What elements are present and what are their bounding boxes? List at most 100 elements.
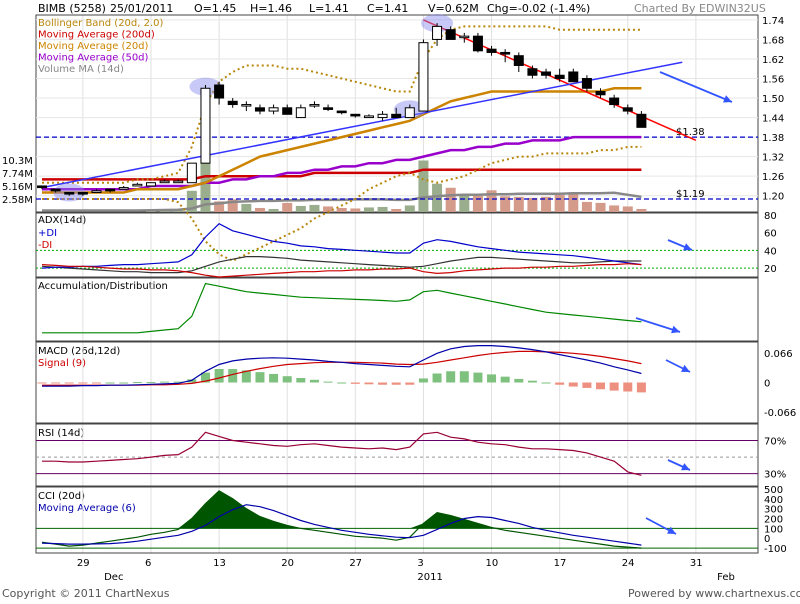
macd-histogram-bar (337, 382, 347, 384)
macd-histogram-bar (432, 373, 442, 383)
macd-histogram-bar (255, 372, 265, 383)
macd-histogram-bar (527, 380, 537, 383)
adx-tick-label: 40 (764, 246, 777, 257)
macd-histogram-bar (459, 371, 469, 383)
macd-histogram-bar (228, 369, 238, 383)
candle-down (445, 29, 456, 40)
macd-tick-label: -0.066 (764, 408, 796, 419)
volume-bar (377, 206, 388, 212)
macd-histogram-bar (309, 379, 319, 383)
price-tick-label: 1.50 (762, 94, 784, 105)
candle-up (132, 183, 143, 187)
volume-bar (472, 195, 483, 212)
volume-bar (241, 203, 252, 212)
header-low: L=1.41 (309, 2, 349, 15)
price-tick-label: 1.20 (762, 192, 784, 203)
price-tick-label: 1.68 (762, 35, 784, 46)
candle-down (581, 77, 592, 89)
x-tick-label: 17 (554, 558, 567, 569)
volume-tick-label: 2.58M (2, 195, 33, 206)
candle-down (486, 48, 497, 53)
macd-histogram-bar (541, 382, 551, 384)
volume-bar (541, 196, 552, 212)
panel-frame-ad (35, 277, 759, 342)
volume-bar (200, 160, 211, 212)
macd-line (42, 345, 642, 387)
macd-histogram-bar (105, 382, 115, 384)
candle-up (363, 115, 374, 119)
price-tick-label: 1.56 (762, 74, 784, 85)
volume-bar (432, 183, 443, 212)
x-tick-label: 6 (145, 558, 151, 569)
panel-frame-adx (35, 212, 759, 278)
volume-bar (350, 208, 361, 212)
macd-histogram-bar (500, 376, 510, 383)
footer-powered-by: Powered by www.chartnexus.com (628, 587, 800, 600)
volume-bar (309, 204, 320, 212)
cci-tick-label: 200 (764, 515, 783, 526)
macd-histogram-bar (378, 382, 388, 385)
ad-line (42, 282, 642, 334)
candle-up (309, 104, 320, 107)
macd-tick-label: 0 (764, 379, 770, 390)
macd-histogram-bar (160, 381, 170, 383)
adx-plus-di-title: +DI (38, 228, 57, 239)
macd-histogram-bar (296, 378, 306, 383)
macd-histogram-bar (64, 382, 74, 384)
macd-histogram-bar (487, 374, 497, 383)
volume-bar (568, 192, 579, 212)
candle-up (268, 107, 279, 112)
candle-up (295, 107, 306, 119)
macd-histogram-bar (418, 378, 428, 383)
adx-arrow-head (683, 243, 692, 251)
macd-histogram-bar (173, 381, 183, 383)
panel-frame-macd (35, 341, 759, 424)
candle-down (282, 107, 293, 115)
candle-up (200, 87, 211, 164)
macd-histogram-bar (623, 382, 633, 392)
volume-bar (186, 190, 197, 212)
ad-title: Accumulation/Distribution (38, 281, 168, 292)
adx-series-1 (41, 222, 642, 269)
adx-tick-label: 20 (764, 264, 777, 275)
volume-bar (391, 208, 402, 212)
adx-title: ADX(14d) (38, 215, 86, 226)
candle-up (377, 113, 388, 119)
candle-up (418, 42, 429, 112)
candle-down (64, 191, 75, 195)
x-tick-label: 20 (281, 558, 294, 569)
panel-frame-cci (35, 486, 759, 554)
legend-entry: Moving Average (20d) (38, 41, 149, 52)
macd-tick-label: 0.066 (764, 349, 793, 360)
candle-down (105, 188, 116, 192)
macd-histogram-bar (214, 369, 224, 383)
volume-bar (227, 199, 238, 212)
adx-tick-label: 80 (764, 211, 777, 222)
volume-bar (554, 194, 565, 212)
volume-tick-label: 5.16M (2, 182, 33, 193)
header-change: Chg=-0.02 (-1.4%) (487, 2, 590, 15)
x-tick-label: 2011 (417, 572, 442, 583)
macd-histogram-bar (323, 381, 333, 383)
volume-bar (268, 208, 279, 212)
volume-bar (404, 205, 415, 212)
price-tick-label: 1.38 (762, 133, 784, 144)
cci-tick-label: 400 (764, 495, 783, 506)
x-tick-label: 24 (622, 558, 635, 569)
header-charted-by: Charted By EDWIN32US (634, 2, 766, 15)
candle-down (254, 107, 265, 112)
macd-histogram-bar (568, 382, 578, 387)
candle-down (595, 91, 606, 96)
header-open: O=1.45 (194, 2, 236, 15)
macd-histogram-bar (187, 379, 197, 383)
candle-up (145, 182, 156, 187)
candle-down (622, 107, 633, 112)
volume-bar (581, 201, 592, 212)
volume-bar (323, 206, 334, 212)
volume-bar (418, 160, 429, 212)
bollinger-upper-line (42, 25, 642, 184)
volume-bar (282, 202, 293, 212)
macd-histogram-bar (364, 382, 374, 385)
rsi-line (42, 431, 642, 476)
price-tick-label: 1.32 (762, 153, 784, 164)
